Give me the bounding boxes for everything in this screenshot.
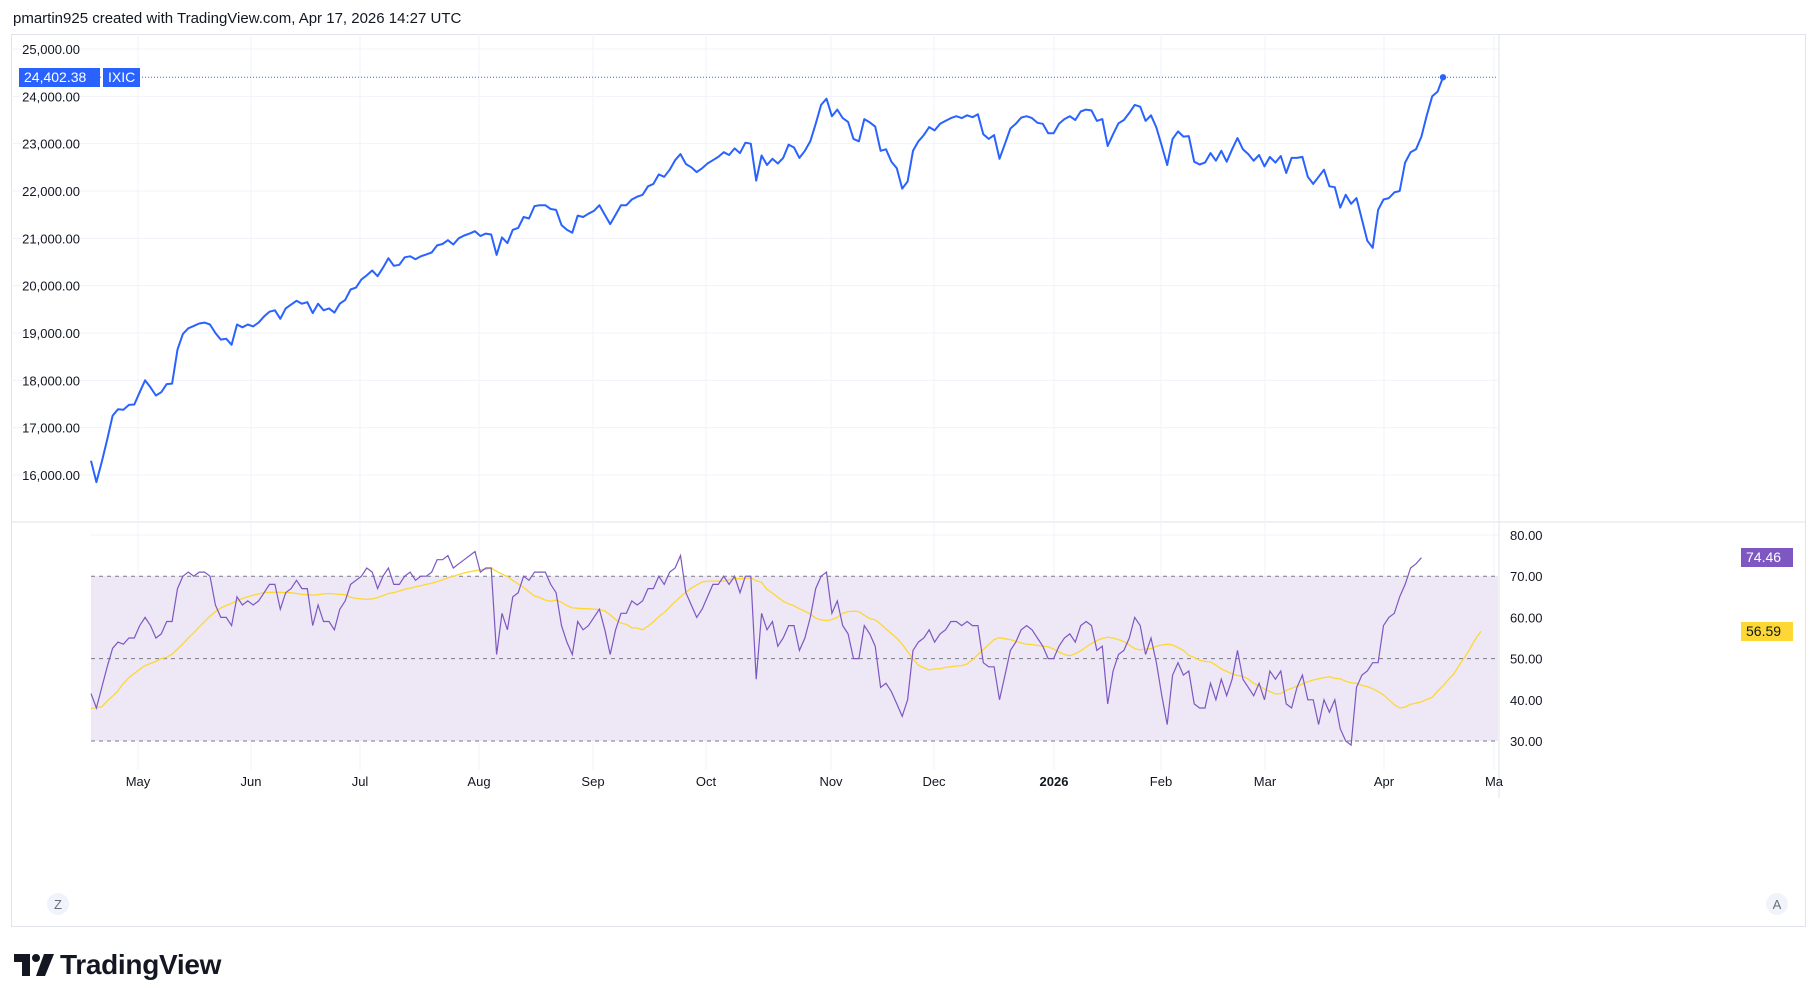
time-tick-label: Ma bbox=[1485, 774, 1504, 789]
rsi-tick-label: 40.00 bbox=[1510, 693, 1543, 708]
time-tick-label: Sep bbox=[581, 774, 604, 789]
rsi-tick-label: 30.00 bbox=[1510, 734, 1543, 749]
price-tick-label: 22,000.00 bbox=[22, 184, 80, 199]
rsi-axis: 30.00 40.00 50.00 60.00 70.00 80.00 bbox=[1510, 528, 1543, 749]
rsi-ma-value-tag: 56.59 bbox=[1741, 621, 1793, 641]
rsi-tick-label: 60.00 bbox=[1510, 610, 1543, 625]
chart-header: pmartin925 created with TradingView.com,… bbox=[13, 10, 462, 27]
price-tick-label: 25,000.00 bbox=[22, 42, 80, 57]
time-tick-label: Aug bbox=[467, 774, 490, 789]
auto-scale-button[interactable]: A bbox=[1766, 893, 1788, 915]
time-tick-label: Mar bbox=[1254, 774, 1277, 789]
time-tick-label: May bbox=[126, 774, 151, 789]
auto-scale-label: A bbox=[1772, 896, 1782, 912]
price-last-value-tag: 24,402.38 bbox=[19, 67, 100, 87]
price-axis: 16,000.00 17,000.00 18,000.00 19,000.00 20,0… bbox=[22, 42, 80, 483]
price-tick-label: 18,000.00 bbox=[22, 373, 80, 388]
time-tick-label: Oct bbox=[696, 774, 717, 789]
rsi-panel bbox=[90, 550, 1498, 747]
time-tick-label: Dec bbox=[922, 774, 946, 789]
rsi-ma-line bbox=[90, 567, 1482, 710]
rsi-tick-label: 50.00 bbox=[1510, 652, 1543, 667]
zoom-reset-button[interactable]: Z bbox=[47, 893, 69, 915]
price-tick-label: 20,000.00 bbox=[22, 279, 80, 294]
price-line bbox=[90, 76, 1444, 484]
time-axis: May Jun Jul Aug Sep Oct Nov Dec 2026 Feb Mar Apr Ma bbox=[126, 774, 1504, 789]
price-tick-label: 19,000.00 bbox=[22, 326, 80, 341]
time-tick-label: Feb bbox=[1150, 774, 1172, 789]
price-last-point bbox=[1439, 74, 1447, 81]
zoom-reset-label: Z bbox=[54, 896, 62, 912]
tradingview-logo-icon bbox=[14, 954, 54, 976]
time-tick-label: 2026 bbox=[1040, 774, 1069, 789]
price-tick-label: 24,000.00 bbox=[22, 89, 80, 104]
tradingview-logo: TradingView bbox=[14, 949, 221, 981]
time-tick-label: Jun bbox=[241, 774, 262, 789]
price-tick-label: 16,000.00 bbox=[22, 468, 80, 483]
price-tick-label: 21,000.00 bbox=[22, 231, 80, 246]
price-last-value: 24,402.38 bbox=[24, 68, 87, 85]
rsi-line bbox=[90, 550, 1422, 747]
rsi-tick-label: 80.00 bbox=[1510, 528, 1543, 543]
chart-frame bbox=[11, 34, 1806, 927]
price-tick-label: 23,000.00 bbox=[22, 137, 80, 152]
symbol-label: IXIC bbox=[108, 68, 136, 85]
time-tick-label: Nov bbox=[819, 774, 843, 789]
price-tick-label: 17,000.00 bbox=[22, 421, 80, 436]
rsi-tick-label: 70.00 bbox=[1510, 569, 1543, 584]
time-tick-label: Jul bbox=[352, 774, 369, 789]
symbol-tag: IXIC bbox=[103, 67, 141, 87]
brand-name: TradingView bbox=[60, 949, 222, 980]
rsi-last-value-tag: 74.46 bbox=[1741, 548, 1793, 568]
time-tick-label: Apr bbox=[1374, 774, 1395, 789]
rsi-last-value: 74.46 bbox=[1746, 549, 1782, 566]
price-panel bbox=[90, 74, 1498, 484]
rsi-ma-value: 56.59 bbox=[1746, 622, 1782, 639]
